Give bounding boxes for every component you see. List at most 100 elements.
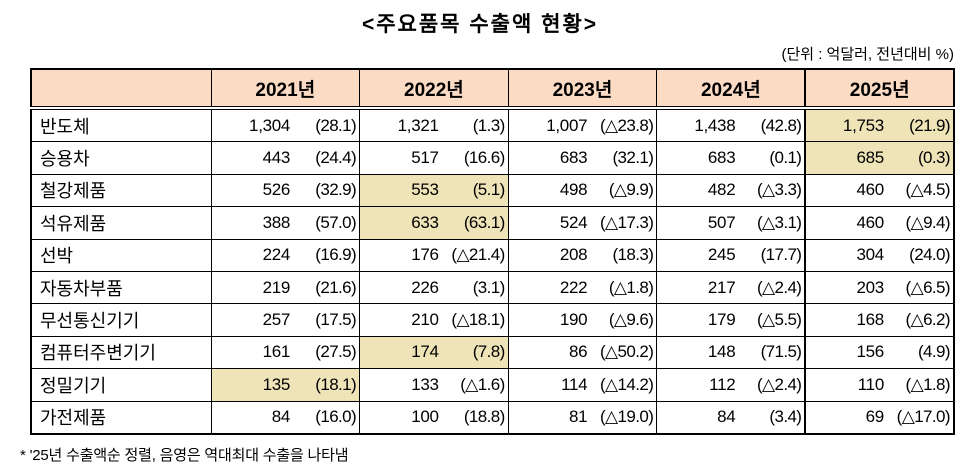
value-cell: 84 (16.0) [210, 400, 361, 435]
item-label-cell: 선박 [30, 238, 212, 272]
yoy-change: (16.6) [463, 148, 505, 168]
value-cell: 114 (△14.2) [507, 368, 658, 402]
yoy-change: (32.9) [315, 180, 357, 200]
value-cell: 210 (△18.1) [359, 303, 509, 337]
export-value: 156 [856, 342, 885, 362]
export-value: 174 [411, 342, 439, 362]
export-value: 161 [262, 342, 291, 362]
value-cell: 1,007 (△23.8) [507, 107, 658, 143]
yoy-change: (57.0) [315, 212, 357, 232]
value-cell: 179 (△5.5) [656, 303, 806, 337]
value-cell: 226 (3.1) [359, 270, 509, 305]
export-value: 190 [559, 310, 588, 330]
value-cell: 1,321 (1.3) [359, 107, 509, 143]
value-cell-record-high: 1,753 (21.9) [804, 107, 955, 143]
value-cell-record-high: 553 (5.1) [359, 173, 509, 208]
value-cell: 683 (32.1) [507, 141, 658, 175]
export-value: 222 [559, 277, 588, 297]
item-label-cell: 가전제품 [30, 400, 212, 435]
table-row: 석유제품 388 (57.0) 633 (63.1) 524 (△17.3) 507 (△3.1… [30, 206, 955, 240]
value-cell: 443 (24.4) [210, 141, 361, 175]
export-value: 135 [262, 374, 291, 394]
export-value: 507 [707, 212, 736, 232]
yoy-change: (△14.2) [599, 374, 654, 394]
yoy-change: (△5.5) [756, 310, 802, 330]
yoy-change: (17.5) [315, 310, 357, 330]
export-value: 257 [262, 310, 291, 330]
yoy-change: (42.8) [760, 115, 802, 135]
value-cell: 245 (17.7) [656, 238, 806, 272]
yoy-change: (18.8) [463, 407, 505, 427]
export-value: 176 [411, 245, 439, 265]
value-cell: 1,438 (42.8) [656, 107, 806, 143]
yoy-change: (△9.6) [608, 310, 654, 330]
export-value: 526 [262, 180, 291, 200]
export-table: 2021년 2022년 2023년 2024년 2025년 반도체 1,304 (28.1)… [30, 68, 955, 435]
yoy-change: (3.4) [769, 407, 802, 427]
value-cell: 148 (71.5) [656, 335, 806, 370]
yoy-change: (△2.4) [756, 277, 802, 297]
export-value: 1,007 [546, 115, 588, 135]
item-label-cell: 석유제품 [30, 206, 212, 240]
value-cell: 81 (△19.0) [507, 400, 658, 435]
yoy-change: (32.1) [612, 148, 654, 168]
value-cell: 156 (4.9) [804, 335, 955, 370]
value-cell: 517 (16.6) [359, 141, 509, 175]
table-row: 정밀기기 135 (18.1) 133 (△1.6) 114 (△14.2) 112 (△2.4… [30, 368, 955, 402]
value-cell: 257 (17.5) [210, 303, 361, 337]
value-cell: 100 (18.8) [359, 400, 509, 435]
value-cell: 69 (△17.0) [804, 400, 955, 435]
export-value: 148 [707, 342, 736, 362]
export-value: 110 [857, 374, 885, 394]
value-cell: 208 (18.3) [507, 238, 658, 272]
export-value: 683 [707, 148, 736, 168]
export-value: 112 [709, 374, 736, 394]
year-column-header: 2024년 [656, 68, 806, 110]
yoy-change: (△3.3) [756, 180, 802, 200]
item-label-cell: 철강제품 [30, 173, 212, 208]
yoy-change: (21.6) [315, 277, 357, 297]
export-value: 388 [262, 212, 291, 232]
yoy-change: (4.9) [918, 342, 951, 362]
value-cell: 110 (△1.8) [804, 368, 955, 402]
yoy-change: (18.3) [612, 245, 654, 265]
item-label-cell: 무선통신기기 [30, 303, 212, 337]
value-cell: 683 (0.1) [656, 141, 806, 175]
yoy-change: (△18.1) [451, 310, 505, 330]
value-cell: 84 (3.4) [656, 400, 806, 435]
yoy-change: (△17.0) [896, 407, 951, 427]
yoy-change: (63.1) [463, 212, 505, 232]
value-cell: 498 (△9.9) [507, 173, 658, 208]
value-cell: 168 (△6.2) [804, 303, 955, 337]
value-cell: 460 (△4.5) [804, 173, 955, 208]
export-value: 224 [262, 245, 291, 265]
item-label-cell: 자동차부품 [30, 270, 212, 305]
value-cell: 482 (△3.3) [656, 173, 806, 208]
yoy-change: (71.5) [760, 342, 802, 362]
table-row: 반도체 1,304 (28.1) 1,321 (1.3) 1,007 (△23.8) 1,43… [30, 107, 955, 143]
table-row: 가전제품 84 (16.0) 100 (18.8) 81 (△19.0) 84 (3.4) 69 (… [30, 400, 955, 435]
yoy-change: (△6.2) [905, 310, 951, 330]
corner-header-cell [30, 68, 212, 110]
yoy-change: (1.3) [472, 115, 506, 135]
yoy-change: (17.7) [760, 245, 802, 265]
yoy-change: (28.1) [315, 115, 357, 135]
export-value: 1,753 [842, 115, 884, 135]
yoy-change: (△17.3) [599, 212, 654, 232]
export-value: 226 [411, 277, 439, 297]
table-row: 철강제품 526 (32.9) 553 (5.1) 498 (△9.9) 482 (△3.3) 4… [30, 173, 955, 208]
yoy-change: (△1.8) [905, 374, 951, 394]
export-value: 482 [707, 180, 736, 200]
item-label-cell: 컴퓨터주변기기 [30, 335, 212, 370]
export-value: 1,321 [397, 115, 439, 135]
export-value: 460 [856, 180, 885, 200]
yoy-change: (24.4) [315, 148, 357, 168]
export-value: 245 [707, 245, 736, 265]
header-row: 2021년 2022년 2023년 2024년 2025년 [30, 68, 955, 110]
value-cell: 524 (△17.3) [507, 206, 658, 240]
item-label-cell: 반도체 [30, 107, 212, 143]
yoy-change: (△50.2) [599, 342, 654, 362]
yoy-change: (△1.6) [460, 374, 505, 394]
value-cell: 222 (△1.8) [507, 270, 658, 305]
